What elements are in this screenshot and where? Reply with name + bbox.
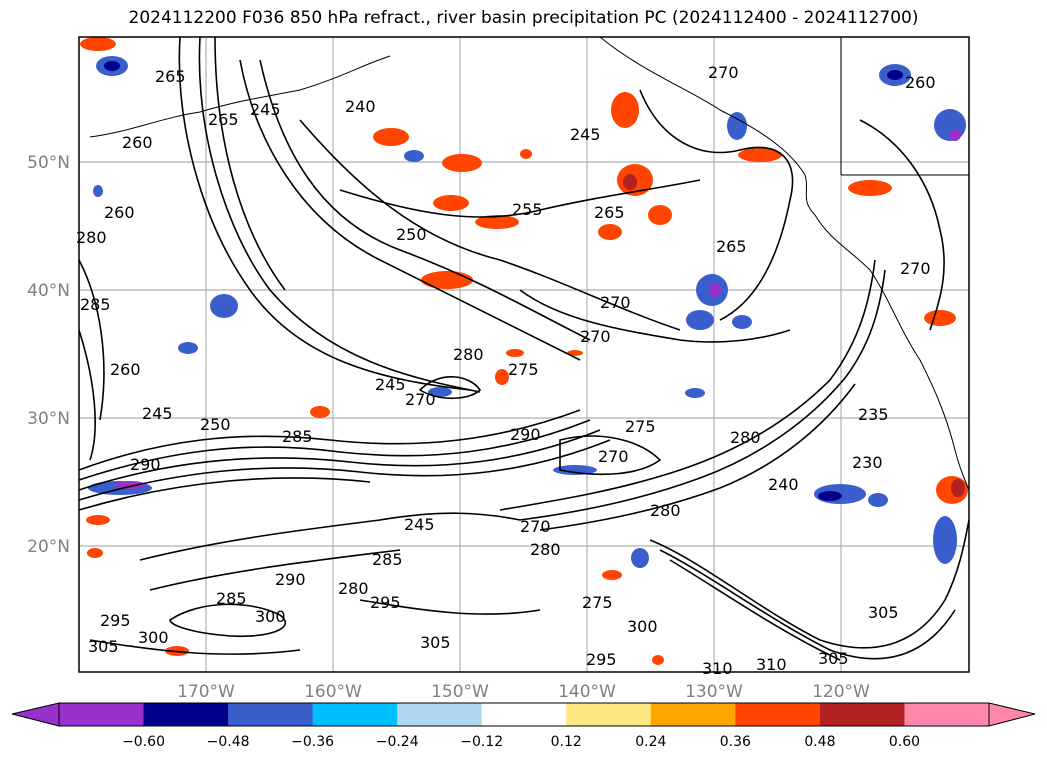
colorbar-tick-label: −0.48 (207, 734, 250, 750)
contour-label: 270 (708, 63, 739, 82)
colorbar-under-arrow (11, 702, 60, 727)
contour-label: 305 (420, 633, 451, 652)
contour-label: 295 (100, 611, 131, 630)
lon-label: 150°W (431, 682, 489, 702)
lon-label: 160°W (304, 682, 362, 702)
colorbar-cell (904, 703, 990, 726)
colorbar-tick-label: −0.36 (291, 734, 334, 750)
colorbar-cell (228, 703, 314, 726)
contour-label: 245 (250, 100, 281, 119)
colorbar-tick-label: −0.12 (460, 734, 503, 750)
contour-label: 230 (852, 453, 883, 472)
contour-label: 235 (858, 405, 889, 424)
colorbar-frame (58, 702, 990, 727)
contour-label: 245 (570, 125, 601, 144)
contour-label: 265 (208, 110, 239, 129)
lat-label: 30°N (27, 409, 70, 429)
contour-label: 295 (370, 593, 401, 612)
colorbar-cell (735, 703, 821, 726)
contour-label: 295 (586, 650, 617, 669)
colorbar-tick-label: 0.60 (889, 734, 920, 750)
contour-label: 280 (730, 428, 761, 447)
colorbar-cell (312, 703, 398, 726)
lat-label: 40°N (27, 281, 70, 301)
contour-label: 280 (76, 228, 107, 247)
lat-label: 20°N (27, 537, 70, 557)
contour-label: 280 (650, 501, 681, 520)
lat-label: 50°N (27, 153, 70, 173)
colorbar-cell (481, 703, 567, 726)
map-area (79, 37, 969, 672)
refractivity-contours (78, 36, 970, 661)
contour-label: 250 (200, 415, 231, 434)
contour-label: 290 (510, 425, 541, 444)
contour-label: 280 (453, 345, 484, 364)
contour-label: 250 (396, 225, 427, 244)
contour-label: 245 (142, 404, 173, 423)
contour-label: 270 (405, 390, 436, 409)
colorbar-tick-label: 0.48 (804, 734, 835, 750)
contour-labels: 265 265 260 240 245 270 260 245 255 265 … (76, 63, 936, 678)
contour-label: 270 (580, 327, 611, 346)
contour-label: 265 (594, 203, 625, 222)
colorbar-cell (566, 703, 652, 726)
contour-label: 285 (216, 589, 247, 608)
lon-label: 140°W (558, 682, 616, 702)
contour-label: 300 (138, 628, 169, 647)
colorbar-over-arrow (988, 702, 1036, 727)
contour-label: 285 (80, 295, 111, 314)
contour-label: 305 (868, 603, 899, 622)
contour-label: 275 (582, 593, 613, 612)
latitude-labels: 50°N 40°N 30°N 20°N (27, 153, 70, 557)
contour-label: 310 (756, 655, 787, 674)
lon-label: 170°W (177, 682, 235, 702)
contour-label: 280 (530, 540, 561, 559)
contour-label: 275 (508, 360, 539, 379)
longitude-labels: 170°W 160°W 150°W 140°W 130°W 120°W (177, 682, 870, 702)
contour-label: 285 (372, 550, 403, 569)
colorbar-tick-label: 0.12 (551, 734, 582, 750)
contour-label: 270 (520, 517, 551, 536)
colorbar-tick-label: −0.60 (122, 734, 165, 750)
contour-label: 290 (275, 570, 306, 589)
contour-label: 255 (512, 200, 543, 219)
contour-label: 300 (255, 607, 286, 626)
colorbar-cell (397, 703, 483, 726)
contour-label: 240 (768, 475, 799, 494)
colorbar-cell (59, 703, 145, 726)
colorbar-cell (143, 703, 229, 726)
contour-label: 265 (716, 237, 747, 256)
contour-label: 290 (130, 455, 161, 474)
contour-label: 260 (110, 360, 141, 379)
map-frame (78, 36, 970, 673)
colorbar-tick-label: −0.24 (376, 734, 419, 750)
contour-label: 260 (905, 73, 936, 92)
contour-label: 285 (282, 427, 313, 446)
colorbar-cell (819, 703, 905, 726)
contour-label: 270 (598, 447, 629, 466)
contour-label: 260 (122, 133, 153, 152)
colorbar-tick-label: 0.36 (720, 734, 751, 750)
contour-label: 305 (818, 649, 849, 668)
contour-label: 275 (625, 417, 656, 436)
colorbar-cell (650, 703, 736, 726)
colorbar-tick-label: 0.24 (635, 734, 666, 750)
lon-label: 130°W (685, 682, 743, 702)
lon-label: 120°W (812, 682, 870, 702)
contour-label: 245 (404, 515, 435, 534)
contour-label: 270 (900, 259, 931, 278)
contour-label: 310 (702, 659, 733, 678)
contour-label: 270 (600, 293, 631, 312)
contour-label: 305 (88, 637, 119, 656)
contour-label: 260 (104, 203, 135, 222)
contour-label: 245 (375, 375, 406, 394)
contour-label: 265 (155, 67, 186, 86)
contour-label: 240 (345, 97, 376, 116)
colorbar: −0.60 −0.48 −0.36 −0.24 −0.12 0.12 0.24 0.36 0.4… (11, 702, 1036, 750)
contour-label: 300 (627, 617, 658, 636)
map-title: 2024112200 F036 850 hPa refract., river … (128, 8, 919, 28)
contour-label: 280 (338, 579, 369, 598)
